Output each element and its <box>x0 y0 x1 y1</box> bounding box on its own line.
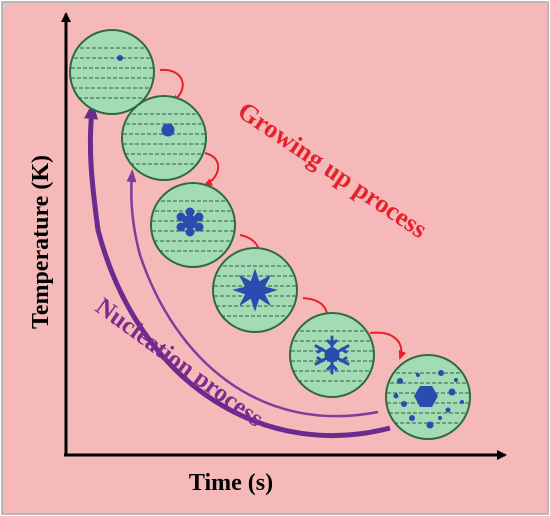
stage-2-crystal <box>161 123 175 137</box>
stage-6-crystals <box>393 370 464 429</box>
nucleation-arrow-inner <box>126 169 379 418</box>
y-axis-label: Temperature (K) <box>28 155 54 329</box>
x-axis-label: Time (s) <box>189 470 273 496</box>
stage-6-circle <box>385 354 471 440</box>
stage-5-crystal <box>314 335 350 375</box>
stage-3-circle <box>150 182 236 268</box>
stage-1-crystal <box>117 55 123 61</box>
stage-5-circle <box>289 312 375 398</box>
stage-4-circle <box>212 247 298 333</box>
growth-arrow-2 <box>203 152 220 186</box>
stage-3-crystal <box>176 207 204 237</box>
stage-1-lines <box>71 47 153 99</box>
stage-4-crystal <box>232 268 278 312</box>
stage-1-circle <box>69 29 155 115</box>
nucleation-arrow-outer <box>84 102 391 439</box>
growth-arrow-5 <box>369 331 407 360</box>
stage-2-circle <box>121 95 207 181</box>
